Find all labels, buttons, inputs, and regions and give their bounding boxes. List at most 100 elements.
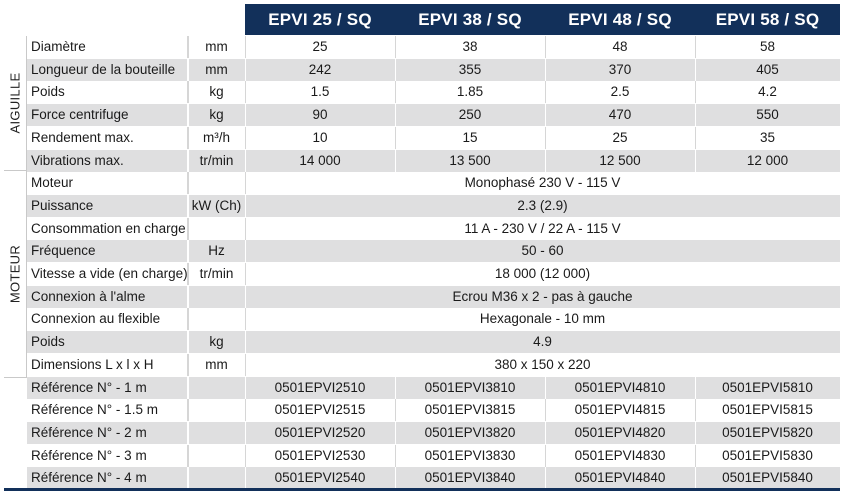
row-label: Moteur xyxy=(27,172,188,195)
cell-divider xyxy=(545,421,546,444)
row-value: 10 xyxy=(312,129,328,145)
cell-divider xyxy=(395,104,396,127)
table-bottom-rule xyxy=(4,488,840,491)
cell-divider xyxy=(395,376,396,399)
row-value: 11 A - 230 V / 22 A - 115 V xyxy=(464,220,621,236)
row-label: Connexion à l'alme xyxy=(27,285,188,308)
reference-code: 0501EPVI3830 xyxy=(424,447,516,463)
reference-code: 0501EPVI5830 xyxy=(722,447,813,463)
row-value: 58 xyxy=(759,39,776,54)
row-unit: Hz xyxy=(208,243,225,259)
cell-divider xyxy=(395,444,396,467)
table-row: Vitesse a vide (en charge) tr/min 18 000 (… xyxy=(27,263,840,285)
cell-divider xyxy=(245,240,246,263)
cell-divider xyxy=(695,149,696,172)
row-value: 2.5 xyxy=(610,84,630,100)
reference-label: Référence N° - 1 m xyxy=(27,376,188,399)
cell-divider xyxy=(245,149,246,172)
row-unit: kW (Ch) xyxy=(191,197,242,213)
row-label: Vibrations max. xyxy=(27,149,188,172)
cell-divider xyxy=(245,58,246,81)
cell-divider xyxy=(188,126,189,149)
cell-divider xyxy=(188,331,189,354)
row-label: Dimensions L x l x H xyxy=(27,353,188,376)
row-label: Rendement max. xyxy=(27,126,188,149)
cell-divider xyxy=(395,399,396,422)
cell-divider xyxy=(695,126,696,149)
row-value: 2.3 (2.9) xyxy=(517,197,568,213)
cell-divider xyxy=(245,104,246,127)
table-row: Diamètre mm 25 38 48 58 xyxy=(27,36,840,58)
reference-code: 0501EPVI4820 xyxy=(574,424,666,440)
row-value: 12 000 xyxy=(746,152,789,168)
group-label-moteur: MOTEUR xyxy=(4,171,27,377)
row-value: 550 xyxy=(756,107,779,123)
table-row: Longueur de la bouteille mm 242 355 370 405 xyxy=(27,58,840,81)
reference-code: 0501EPVI5820 xyxy=(722,424,813,440)
column-header-epvi-25: EPVI 25 / SQ xyxy=(245,4,395,35)
row-unit xyxy=(188,286,245,308)
row-value: 35 xyxy=(759,129,776,145)
cell-divider xyxy=(395,467,396,490)
cell-divider xyxy=(188,194,189,217)
cell-divider xyxy=(245,36,246,58)
table-row: Connexion à l'alme Ecrou M36 x 2 - pas à … xyxy=(27,285,840,308)
cell-divider xyxy=(245,172,246,195)
row-value: 25 xyxy=(612,129,628,145)
reference-label: Référence N° - 3 m xyxy=(27,444,188,467)
row-label: Vitesse a vide (en charge) xyxy=(27,263,188,285)
table-row: Poids kg 4.9 xyxy=(27,331,840,354)
reference-code: 0501EPVI3840 xyxy=(424,470,516,486)
row-value: Hexagonale - 10 mm xyxy=(479,311,606,327)
cell-divider xyxy=(245,263,246,285)
table-row: Puissance kW (Ch) 2.3 (2.9) xyxy=(27,194,840,217)
row-unit: kg xyxy=(209,107,224,123)
row-label: Longueur de la bouteille xyxy=(27,58,188,81)
cell-divider xyxy=(245,308,246,331)
cell-divider xyxy=(395,149,396,172)
row-unit: kg xyxy=(209,334,224,350)
reference-code: 0501EPVI2515 xyxy=(274,402,366,418)
reference-code: 0501EPVI2510 xyxy=(274,379,366,395)
reference-code: 0501EPVI3810 xyxy=(424,379,516,395)
row-label: Force centrifuge xyxy=(27,104,188,127)
row-value: 38 xyxy=(462,39,478,54)
cell-divider xyxy=(545,376,546,399)
reference-code: 0501EPVI4830 xyxy=(574,447,666,463)
row-label: Consommation en charge xyxy=(27,217,188,240)
row-value: 1.85 xyxy=(456,84,484,100)
reference-code: 0501EPVI5810 xyxy=(722,379,813,395)
row-value: 90 xyxy=(312,107,328,123)
cell-divider xyxy=(188,172,189,195)
row-unit: kg xyxy=(209,84,224,100)
table-row: Référence N° - 4 m 0501EPVI2540 0501EPVI38… xyxy=(27,467,840,490)
row-value: 355 xyxy=(458,61,482,77)
cell-divider xyxy=(545,444,546,467)
column-header-epvi-58: EPVI 58 / SQ xyxy=(695,4,840,35)
reference-code: 0501EPVI2520 xyxy=(274,424,366,440)
cell-divider xyxy=(188,353,189,376)
cell-divider xyxy=(245,285,246,308)
reference-code: 0501EPVI4815 xyxy=(574,402,666,418)
cell-divider xyxy=(245,331,246,354)
reference-label: Référence N° - 1.5 m xyxy=(27,399,188,422)
row-label: Fréquence xyxy=(27,240,188,263)
row-label: Connexion au flexible xyxy=(27,308,188,331)
cell-divider xyxy=(395,421,396,444)
reference-code: 0501EPVI2530 xyxy=(274,447,366,463)
cell-divider xyxy=(245,217,246,240)
cell-divider xyxy=(188,149,189,172)
cell-divider xyxy=(188,285,189,308)
row-value: Monophasé 230 V - 115 V xyxy=(464,175,621,191)
cell-divider xyxy=(695,444,696,467)
cell-divider xyxy=(695,376,696,399)
row-label: Puissance xyxy=(27,194,188,217)
row-value: 13 500 xyxy=(449,152,491,168)
table-row: Rendement max. m³/h 10 15 25 35 xyxy=(27,126,840,149)
row-value: 25 xyxy=(312,39,328,54)
row-label: Diamètre xyxy=(27,36,188,58)
group-label-aiguille: AIGUILLE xyxy=(4,36,27,170)
reference-label: Référence N° - 4 m xyxy=(27,467,188,490)
column-header-epvi-38: EPVI 38 / SQ xyxy=(395,4,545,35)
cell-divider xyxy=(188,240,189,263)
